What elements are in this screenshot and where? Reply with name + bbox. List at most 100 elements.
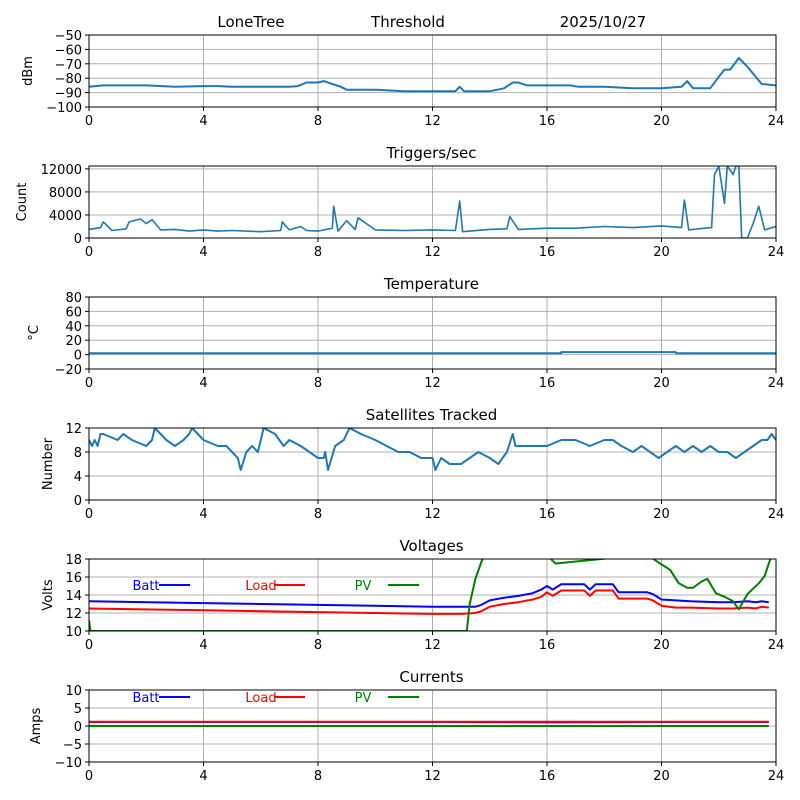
y-tick-label: 0 bbox=[74, 232, 82, 247]
series-triggers-line bbox=[89, 166, 776, 238]
y-axis-label: Amps bbox=[29, 707, 44, 744]
x-tick-label: 0 bbox=[85, 507, 93, 522]
y-axis-label: Count bbox=[15, 183, 30, 222]
x-tick-label: 16 bbox=[539, 507, 556, 522]
y-tick-label: 10 bbox=[65, 625, 82, 640]
x-tick-label: 16 bbox=[539, 114, 556, 129]
x-tick-label: 24 bbox=[768, 114, 785, 129]
y-tick-label: −50 bbox=[55, 29, 82, 44]
panel-signal: 0 4 8 12 16 20 24 −100−90−80−70−60−50 dBm bbox=[21, 29, 784, 129]
x-tick-label: 12 bbox=[424, 376, 441, 391]
y-tick-label: 4000 bbox=[49, 209, 82, 224]
x-tick-label: 16 bbox=[539, 638, 556, 653]
series-load-line bbox=[89, 589, 769, 615]
series-satellites-line bbox=[89, 428, 776, 471]
y-tick-label: 14 bbox=[65, 589, 82, 604]
x-tick-label: 12 bbox=[424, 245, 441, 260]
x-tick-label: 20 bbox=[653, 769, 670, 784]
series-batt-line bbox=[89, 583, 769, 608]
x-tick-label: 8 bbox=[314, 376, 322, 391]
x-tick-label: 24 bbox=[768, 376, 785, 391]
y-tick-label: 4 bbox=[74, 470, 82, 485]
y-tick-label: 12000 bbox=[41, 163, 82, 178]
legend-label-pv: PV bbox=[355, 579, 372, 594]
series-pv-line bbox=[89, 559, 772, 631]
x-tick-label: 20 bbox=[653, 507, 670, 522]
y-tick-label: 12 bbox=[65, 607, 82, 622]
y-tick-label: −70 bbox=[55, 58, 82, 73]
x-tick-label: 4 bbox=[199, 638, 207, 653]
x-tick-label: 24 bbox=[768, 638, 785, 653]
panel-currents: 0 4 8 12 16 20 24 −10 −5 0 5 10 Currents Amps Batt Load… bbox=[29, 668, 784, 784]
x-tick-label: 24 bbox=[768, 507, 785, 522]
panel-title: Currents bbox=[399, 668, 463, 686]
x-tick-label: 4 bbox=[199, 114, 207, 129]
x-tick-label: 16 bbox=[539, 245, 556, 260]
x-tick-label: 12 bbox=[424, 114, 441, 129]
x-tick-label: 0 bbox=[85, 769, 93, 784]
x-tick-label: 20 bbox=[653, 245, 670, 260]
y-axis-label: °C bbox=[27, 325, 42, 341]
x-tick-label: 12 bbox=[424, 638, 441, 653]
y-tick-label: 16 bbox=[65, 571, 82, 586]
y-tick-label: 8000 bbox=[49, 186, 82, 201]
x-tick-label: 8 bbox=[314, 245, 322, 260]
legend-label-pv: PV bbox=[355, 691, 372, 706]
y-tick-label: 12 bbox=[65, 422, 82, 437]
x-tick-label: 8 bbox=[314, 507, 322, 522]
y-tick-label: −60 bbox=[55, 43, 82, 58]
header-mode: Threshold bbox=[370, 13, 445, 31]
y-tick-label: −80 bbox=[55, 72, 82, 87]
panel-title: Temperature bbox=[383, 275, 479, 293]
y-tick-label: 60 bbox=[65, 305, 82, 320]
y-tick-label: 0 bbox=[74, 494, 82, 509]
panel-title: Voltages bbox=[399, 537, 463, 555]
y-tick-label: 0 bbox=[74, 720, 82, 735]
x-tick-label: 4 bbox=[199, 376, 207, 391]
x-tick-label: 20 bbox=[653, 638, 670, 653]
x-tick-label: 0 bbox=[85, 376, 93, 391]
panel-title: Satellites Tracked bbox=[366, 406, 497, 424]
y-tick-label: −10 bbox=[55, 756, 82, 771]
x-tick-label: 8 bbox=[314, 114, 322, 129]
x-tick-label: 0 bbox=[85, 245, 93, 260]
y-tick-label: 40 bbox=[65, 320, 82, 335]
y-tick-label: 0 bbox=[74, 349, 82, 364]
panel-title: Triggers/sec bbox=[386, 144, 477, 162]
x-tick-label: 4 bbox=[199, 245, 207, 260]
legend-label-load: Load bbox=[245, 691, 276, 706]
x-tick-label: 16 bbox=[539, 769, 556, 784]
y-axis-label: Volts bbox=[41, 579, 56, 611]
x-tick-label: 0 bbox=[85, 638, 93, 653]
y-tick-label: −90 bbox=[55, 87, 82, 102]
y-tick-label: 20 bbox=[65, 334, 82, 349]
series-temperature-line bbox=[89, 351, 776, 355]
y-tick-label: 10 bbox=[65, 684, 82, 699]
panel-triggers: 0 4 8 12 16 20 24 0 4000 8000 12000 Triggers/sec Cou… bbox=[15, 144, 784, 260]
y-tick-label: 80 bbox=[65, 291, 82, 306]
y-tick-label: −20 bbox=[55, 363, 82, 378]
legend-label-load: Load bbox=[245, 579, 276, 594]
x-tick-label: 16 bbox=[539, 376, 556, 391]
x-tick-label: 4 bbox=[199, 507, 207, 522]
x-tick-label: 24 bbox=[768, 245, 785, 260]
y-tick-label: 8 bbox=[74, 446, 82, 461]
header-date: 2025/10/27 bbox=[560, 13, 646, 31]
y-tick-label: 18 bbox=[65, 553, 82, 568]
x-tick-label: 4 bbox=[199, 769, 207, 784]
panel-satellites: 0 4 8 12 16 20 24 0 4 8 12 Satellites Tracked Number bbox=[41, 406, 784, 522]
x-tick-label: 24 bbox=[768, 769, 785, 784]
x-tick-label: 20 bbox=[653, 114, 670, 129]
x-tick-label: 20 bbox=[653, 376, 670, 391]
y-axis-label: Number bbox=[41, 437, 56, 490]
y-tick-label: −100 bbox=[46, 101, 82, 116]
x-tick-label: 12 bbox=[424, 769, 441, 784]
series-signal-line bbox=[89, 57, 776, 93]
x-tick-label: 12 bbox=[424, 507, 441, 522]
y-tick-label: −5 bbox=[63, 738, 82, 753]
panel-voltages: 0 4 8 12 16 20 24 10 12 14 16 18 Voltages Volts Batt Lo… bbox=[41, 537, 784, 653]
